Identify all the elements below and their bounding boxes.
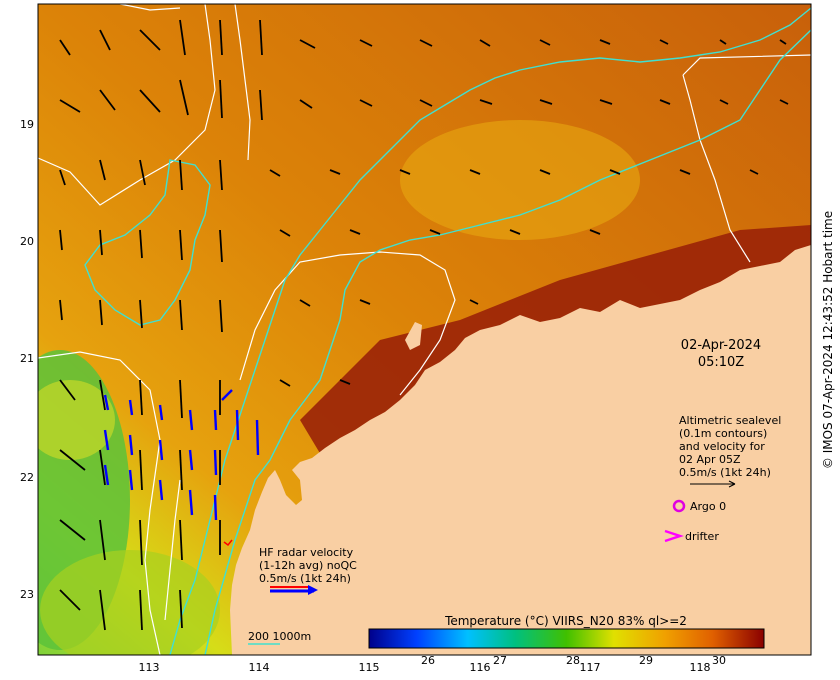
altimetry-note-line: and velocity for bbox=[679, 440, 765, 453]
map-time: 05:10Z bbox=[698, 355, 744, 370]
drifter-track bbox=[223, 539, 233, 547]
plot-frame bbox=[37, 3, 812, 656]
drifter-label: drifter bbox=[685, 530, 719, 543]
colorbar-tick: 30 bbox=[712, 654, 726, 667]
map-date: 02-Apr-2024 bbox=[681, 338, 761, 353]
altimetry-note-line: (0.1m contours) bbox=[679, 427, 767, 440]
hf-radar-legend: HF radar velocity (1-12h avg) noQC 0.5m/… bbox=[259, 546, 357, 595]
lon-label-118: 118 bbox=[690, 661, 711, 674]
hf-note-line: (1-12h avg) noQC bbox=[259, 559, 357, 572]
colorbar bbox=[368, 628, 765, 649]
argo-marker bbox=[672, 499, 686, 513]
altimetry-note-line: 02 Apr 05Z bbox=[679, 453, 741, 466]
hf-note-line: HF radar velocity bbox=[259, 546, 354, 559]
argo-label: Argo 0 bbox=[690, 500, 726, 513]
lon-label-116: 116 bbox=[470, 661, 491, 674]
altimetry-velocity-arrows bbox=[59, 19, 789, 631]
land-mass bbox=[230, 245, 811, 655]
hf-radar-arrows bbox=[103, 389, 260, 521]
hf-note-line: 0.5m/s (1kt 24h) bbox=[259, 572, 351, 585]
sealevel-contours bbox=[38, 4, 811, 655]
latitude-axis: 19 20 21 22 23 bbox=[20, 118, 34, 601]
colorbar-tick: 28 bbox=[566, 654, 580, 667]
lon-label-115: 115 bbox=[359, 661, 380, 674]
colorbar-tick: 27 bbox=[493, 654, 507, 667]
bathymetry-contours bbox=[84, 7, 811, 655]
longitude-axis: 113 114 115 116 117 118 bbox=[139, 661, 711, 674]
plot-area bbox=[38, 4, 811, 655]
drifter-marker bbox=[664, 529, 684, 543]
colorbar-tick: 29 bbox=[639, 654, 653, 667]
colorbar-title: Temperature (°C) VIIRS_N20 83% ql>=2 bbox=[444, 614, 687, 628]
lat-label-22: 22 bbox=[20, 471, 34, 484]
lat-label-20: 20 bbox=[20, 235, 34, 248]
altimetry-note-line: Altimetric sealevel bbox=[679, 414, 781, 427]
bathymetry-label: 200 1000m bbox=[248, 630, 311, 643]
credit-text: © IMOS 07-Apr-2024 12:43:52 Hobart time bbox=[821, 210, 835, 470]
lon-label-113: 113 bbox=[139, 661, 160, 674]
lon-label-114: 114 bbox=[249, 661, 270, 674]
lon-label-117: 117 bbox=[580, 661, 601, 674]
lat-label-23: 23 bbox=[20, 588, 34, 601]
lat-label-19: 19 bbox=[20, 118, 34, 131]
credit-side: © IMOS 07-Apr-2024 12:43:52 Hobart time bbox=[820, 0, 836, 680]
altimetry-note-line: 0.5m/s (1kt 24h) bbox=[679, 466, 771, 479]
colorbar-tick: 26 bbox=[421, 654, 435, 667]
altimetry-legend: Altimetric sealevel (0.1m contours) and … bbox=[679, 414, 781, 488]
colorbar-ticks: 26 27 28 29 30 bbox=[421, 654, 726, 667]
lat-label-21: 21 bbox=[20, 352, 34, 365]
island bbox=[405, 322, 422, 350]
